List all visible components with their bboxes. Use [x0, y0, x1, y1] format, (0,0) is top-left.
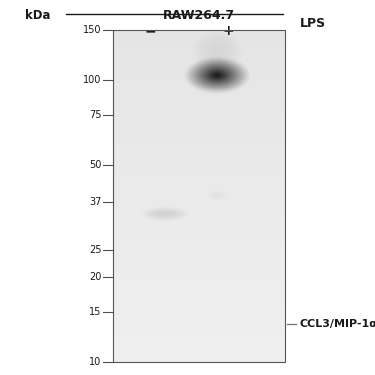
Text: 37: 37	[89, 196, 101, 207]
Text: RAW264.7: RAW264.7	[163, 9, 235, 22]
Text: 25: 25	[89, 244, 101, 255]
Text: CCL3/MIP-1α: CCL3/MIP-1α	[300, 320, 375, 329]
Bar	[112, 30, 285, 362]
Text: LPS: LPS	[300, 17, 326, 30]
Text: kDa: kDa	[25, 9, 50, 22]
Text: −: −	[144, 24, 156, 38]
Text: +: +	[223, 24, 235, 38]
Text: 15: 15	[89, 307, 101, 317]
Text: 150: 150	[83, 25, 101, 35]
Text: 100: 100	[83, 75, 101, 85]
Text: 20: 20	[89, 272, 101, 282]
Text: 75: 75	[89, 110, 101, 120]
Text: 10: 10	[89, 357, 101, 367]
Text: 50: 50	[89, 160, 101, 170]
